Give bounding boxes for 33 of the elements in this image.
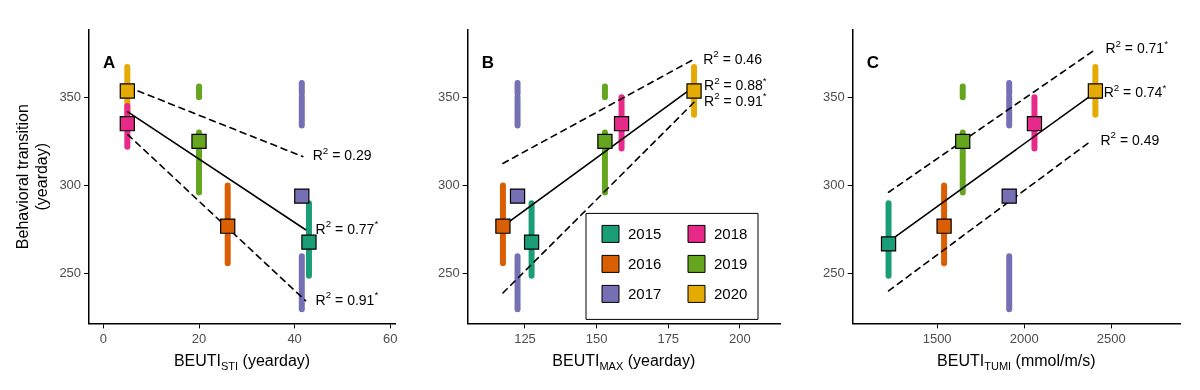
x-axis-title: BEUTI$_{MAX}$ (yearday) — [551, 352, 697, 373]
y-tick-label: 300 — [822, 177, 845, 193]
legend-label: 2016 — [628, 254, 662, 272]
annotation: A — [103, 52, 116, 72]
y-tick-label: 250 — [822, 265, 845, 281]
annotation: C — [866, 52, 879, 72]
y-tick-label: 250 — [437, 265, 460, 281]
x-tick-label: 20 — [191, 330, 207, 346]
legend-label: 2020 — [714, 284, 748, 302]
y-tick-label: 300 — [437, 177, 460, 193]
y-axis-title: Behavioral transition (yearday) — [14, 104, 51, 250]
x-tick-label: 125 — [514, 330, 536, 346]
x-tick-label: 200 — [729, 330, 751, 346]
x-axis-title: BEUTI$_{STI}$ (yearday) — [172, 352, 312, 373]
y-tick-label: 350 — [822, 88, 845, 104]
x-tick-label: 0 — [99, 330, 108, 346]
x-tick-label: 175 — [657, 330, 680, 346]
annotation: B — [481, 52, 494, 72]
legend-label: 2017 — [628, 284, 662, 302]
legend-label: 2018 — [714, 224, 748, 242]
legend-label: 2015 — [628, 224, 662, 242]
x-tick-label: 150 — [585, 330, 608, 346]
x-tick-label: 60 — [382, 330, 398, 346]
y-tick-label: 350 — [437, 88, 460, 104]
legend-label: 2019 — [714, 254, 748, 272]
x-axis-title: BEUTI$_{TUMI}$ (mmol/m/s) — [936, 352, 1097, 373]
x-tick-label: 1500 — [922, 330, 952, 346]
x-tick-label: 2500 — [1096, 330, 1126, 346]
y-tick-label: 250 — [59, 265, 82, 281]
y-tick-label: 300 — [59, 177, 82, 193]
y-tick-label: 350 — [59, 88, 82, 104]
x-tick-label: 2000 — [1009, 330, 1039, 346]
x-tick-label: 40 — [287, 330, 302, 346]
